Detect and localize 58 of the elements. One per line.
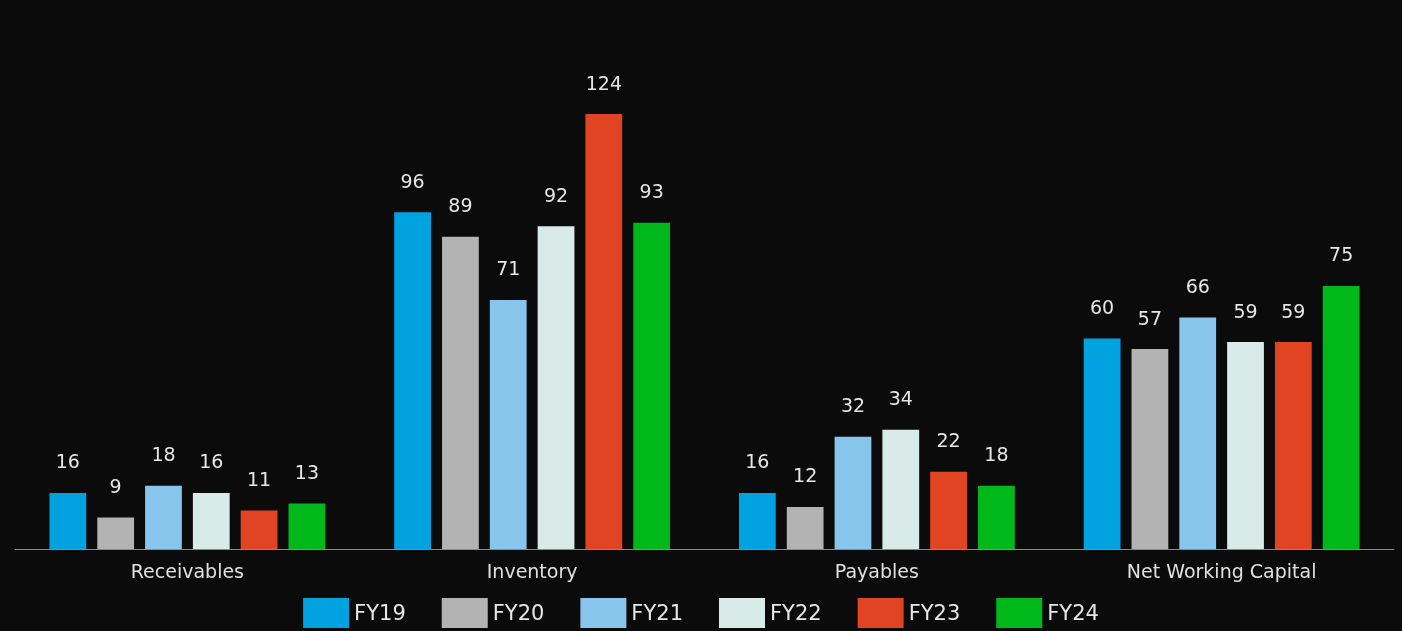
data-label: 89: [448, 194, 473, 217]
data-label: 66: [1185, 275, 1210, 298]
data-label: 124: [585, 71, 622, 94]
data-label: 93: [639, 180, 664, 203]
bar: [1083, 338, 1121, 549]
bar: [930, 471, 967, 549]
data-label: 12: [793, 464, 818, 487]
data-label: 9: [109, 474, 122, 497]
data-label: 59: [1281, 299, 1306, 322]
bar: [633, 222, 671, 549]
data-label: 18: [984, 443, 1009, 466]
bar: [537, 226, 575, 549]
x-tick-label: Net Working Capital: [1126, 559, 1317, 582]
bar: [1322, 285, 1360, 549]
data-label: 16: [745, 450, 770, 473]
data-label: 13: [294, 460, 319, 483]
data-label: 18: [151, 443, 176, 466]
bar: [1131, 349, 1169, 549]
bar: [240, 510, 278, 549]
data-label: 32: [840, 394, 866, 417]
bar: [394, 212, 431, 549]
bar: [834, 436, 872, 549]
x-tick-label: Payables: [834, 559, 919, 582]
data-label: 92: [543, 183, 569, 206]
data-label: 96: [400, 169, 425, 192]
bar: [1274, 342, 1312, 549]
data-label: 57: [1137, 306, 1163, 329]
bar: [288, 503, 326, 549]
bar: [1227, 342, 1264, 549]
bar: [145, 485, 182, 549]
bar: [49, 492, 87, 549]
legend-label: FY21: [631, 601, 684, 625]
data-label: 60: [1090, 296, 1115, 319]
legend-label: FY20: [492, 601, 545, 625]
bar: [1179, 317, 1217, 549]
data-label: 71: [496, 257, 521, 280]
bar: [585, 114, 623, 549]
bar: [738, 492, 776, 549]
data-label: 34: [888, 387, 913, 410]
legend-label: FY24: [1047, 601, 1099, 625]
x-tick-label: Receivables: [130, 559, 245, 582]
bar: [192, 492, 230, 549]
bar: [978, 485, 1015, 549]
data-label: 22: [936, 429, 961, 452]
data-label: 16: [199, 450, 224, 473]
data-label: 16: [55, 450, 80, 473]
data-label: 59: [1233, 299, 1258, 322]
data-label: 75: [1329, 243, 1354, 266]
bar: [786, 506, 824, 549]
bar: [882, 429, 920, 549]
bar: [97, 517, 135, 549]
data-label: 11: [246, 467, 272, 490]
bar: [442, 236, 479, 549]
bar: [489, 299, 527, 549]
x-tick-label: Inventory: [486, 559, 578, 582]
legend-label: FY23: [908, 601, 961, 625]
legend-label: FY19: [354, 601, 406, 625]
legend-label: FY22: [770, 601, 822, 625]
